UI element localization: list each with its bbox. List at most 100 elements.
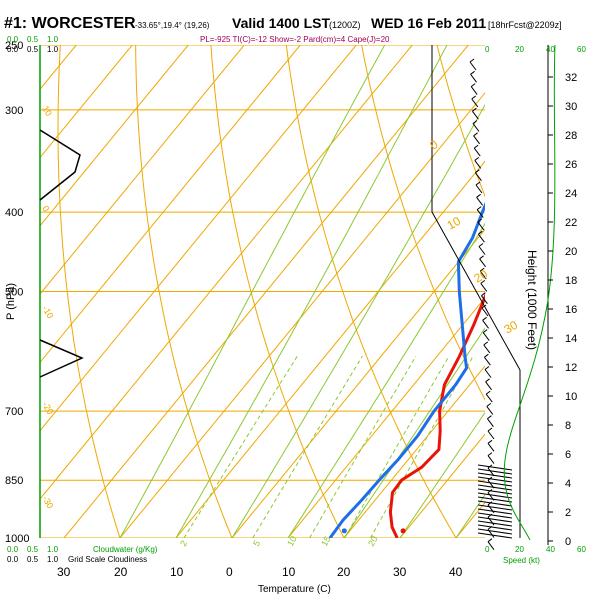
cloud-scale-top-tick-2: 1.0 <box>47 45 59 54</box>
wind-barb-flag <box>485 390 491 395</box>
wind-barb <box>476 197 484 206</box>
wind-scale-bottom-tick: 60 <box>577 545 586 554</box>
cloudwater-label: Cloudwater (g/Kg) <box>93 545 158 554</box>
isotherm-line <box>568 45 600 538</box>
wind-barb-dense <box>477 496 513 503</box>
wind-barb-flag <box>487 501 493 506</box>
temperature-tick-label: 20 <box>114 565 128 579</box>
wind-barb-dense <box>477 520 513 527</box>
height-boundary <box>431 45 521 538</box>
wind-barb <box>477 221 485 231</box>
wind-scale-bottom-tick: 20 <box>515 545 524 554</box>
wind-barb-flag <box>474 156 480 161</box>
pressure-tick-label: 400 <box>5 207 23 219</box>
mixing-ratio-line <box>369 356 474 538</box>
wind-barb-dense <box>477 516 513 523</box>
wind-barb <box>479 270 487 280</box>
wind-barb-flag <box>469 58 475 63</box>
isotherm-label: 20 <box>472 267 491 286</box>
wind-barb <box>480 283 488 292</box>
wind-barb <box>471 98 479 108</box>
wind-barb <box>469 61 477 71</box>
moist-adiabat <box>119 45 386 538</box>
height-tick-label: 22 <box>565 217 577 229</box>
wind-barb-dense <box>477 508 513 515</box>
wind-barb-flag <box>476 206 482 211</box>
moist-adiabat <box>399 411 485 538</box>
pressure-tick-label: 700 <box>5 406 23 418</box>
wind-scale-top-tick: 40 <box>546 45 555 54</box>
surface-temp-point <box>400 528 406 534</box>
wind-barb <box>475 184 483 194</box>
wind-barb-flag <box>479 267 485 272</box>
height-tick-label: 6 <box>565 449 571 461</box>
height-tick-label: 28 <box>565 130 577 142</box>
cloud-scale-bottom-tick: 1.0 <box>47 545 59 554</box>
wind-barb-flag <box>487 439 493 444</box>
mixing-ratio-label: 15 <box>319 534 333 548</box>
wind-barb <box>480 295 488 305</box>
wind-barb-flag <box>478 230 483 235</box>
wind-barb-dense <box>477 480 513 487</box>
height-tick-label: 2 <box>565 507 571 519</box>
wind-barb-flag <box>481 292 486 297</box>
height-tick-label: 20 <box>565 246 577 258</box>
wind-barb <box>477 233 485 243</box>
cloud-scale-top-tick: 1.0 <box>47 35 59 44</box>
height-tick-label: 8 <box>565 420 571 432</box>
wind-barb-dense <box>477 472 513 479</box>
dry-adiabat <box>135 45 233 538</box>
pressure-tick-label: 500 <box>5 287 23 299</box>
height-tick-label: 26 <box>565 159 577 171</box>
wind-barb-flag <box>478 243 484 247</box>
mixing-ratio-line <box>252 356 363 538</box>
wind-scale-bottom-tick: 0 <box>485 545 490 554</box>
wind-barb-flag <box>482 329 488 334</box>
isotherm-label: 30 <box>502 318 521 337</box>
height-tick-label: 0 <box>565 536 571 548</box>
surface-dewpoint-point <box>341 528 347 534</box>
height-axis-label: Height (1000 Feet) <box>525 250 539 350</box>
wind-barb <box>476 209 484 218</box>
pressure-tick-label: 250 <box>5 40 23 52</box>
wind-barb-dense <box>477 512 513 519</box>
wind-barb <box>471 110 479 120</box>
wind-barb-flag <box>482 316 487 321</box>
dry-adiabat <box>582 31 600 539</box>
isotherm-line <box>40 45 245 295</box>
wind-barb <box>474 172 482 181</box>
cloud-profile-2 <box>39 339 84 378</box>
dry-adiabat <box>57 45 121 538</box>
wind-barb-flag <box>485 378 490 383</box>
wind-barb <box>487 430 495 440</box>
isotherm-line <box>40 45 189 227</box>
wind-barb <box>483 356 491 366</box>
wind-barb-flag <box>487 538 493 543</box>
wind-barb <box>470 86 478 95</box>
wind-barb-dense <box>477 524 513 531</box>
moist-adiabat <box>231 103 485 538</box>
pressure-axis-label: P (hPa) <box>5 283 17 320</box>
wind-barb <box>487 442 495 452</box>
cloud-scale-top-tick: 0.0 <box>7 35 19 44</box>
wind-barb-flag <box>484 366 490 370</box>
wind-barb-flag <box>481 304 487 309</box>
wind-barb <box>482 319 490 329</box>
mixing-ratio-line <box>309 356 417 538</box>
temperature-trace <box>388 293 485 538</box>
isotherm-line <box>119 92 485 538</box>
wind-scale-top-tick: 0 <box>485 45 490 54</box>
temperature-tick-label: 20 <box>337 565 351 579</box>
wind-barb-dense <box>477 504 513 511</box>
wind-barb-flag <box>471 95 477 100</box>
wind-barb <box>473 147 481 157</box>
dry-adiabat-label: 10 <box>40 104 54 118</box>
wind-barb-flag <box>475 181 481 186</box>
wind-barb <box>470 74 478 83</box>
wind-barb-flag <box>484 353 489 358</box>
dry-adiabat <box>285 45 457 538</box>
cloud-scale-bottom-tick: 0.5 <box>27 545 39 554</box>
wind-barb-dense <box>477 528 513 535</box>
wind-speed-label: Speed (kt) <box>503 556 540 565</box>
wind-barb <box>484 369 492 378</box>
